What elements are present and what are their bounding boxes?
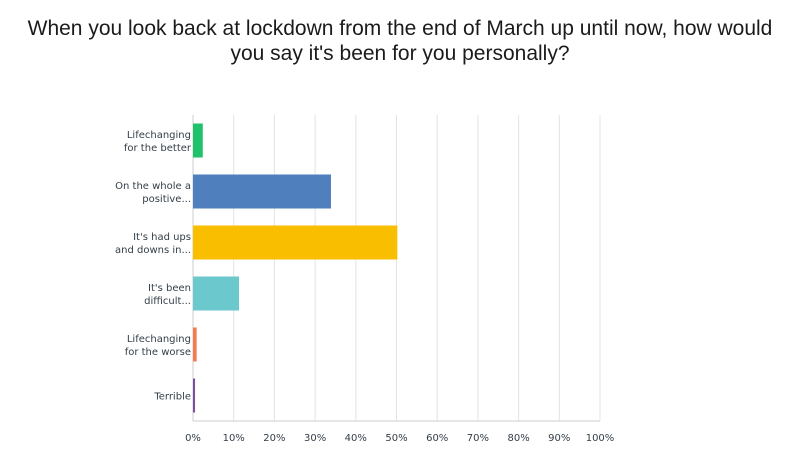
chart-title: When you look back at lockdown from the …: [27, 17, 773, 65]
category-label: Lifechanging for the better: [124, 130, 192, 154]
x-tick-label: 70%: [467, 433, 489, 444]
category-label: It's had ups and downs in...: [115, 232, 191, 256]
x-tick-labels: 0% 10% 20% 30% 40% 50% 60% 70% 80% 90% 100%: [185, 433, 614, 444]
bar: [193, 327, 197, 362]
category-labels: Lifechanging for the better On the whole a…: [115, 130, 192, 403]
x-tick-label: 40%: [345, 433, 367, 444]
x-tick-label: 50%: [385, 433, 407, 444]
x-tick-label: 80%: [507, 433, 529, 444]
bar: [193, 174, 331, 209]
bar: [193, 123, 203, 158]
category-label: Terrible: [153, 392, 191, 403]
x-tick-label: 20%: [263, 433, 285, 444]
x-tick-label: 60%: [426, 433, 448, 444]
x-tick-label: 100%: [586, 433, 615, 444]
category-label: On the whole a positive...: [115, 181, 191, 205]
x-tick-label: 90%: [548, 433, 570, 444]
bar: [193, 378, 196, 413]
bar: [193, 225, 398, 260]
x-tick-label: 10%: [223, 433, 245, 444]
x-tick-label: 30%: [304, 433, 326, 444]
bars: [193, 123, 398, 413]
bar: [193, 276, 239, 311]
category-label: Lifechanging for the worse: [125, 334, 191, 358]
x-tick-label: 0%: [185, 433, 201, 444]
gridlines: [192, 115, 601, 422]
category-label: It's been difficult...: [144, 283, 191, 307]
